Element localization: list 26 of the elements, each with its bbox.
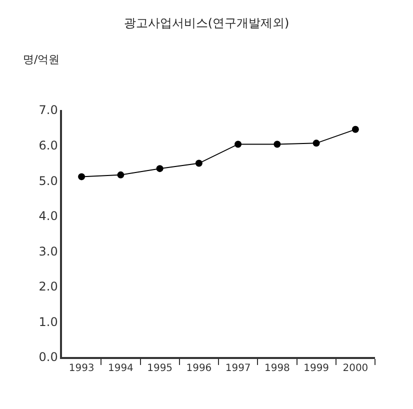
point [117,171,124,178]
x-tick-label: 1993 [68,362,94,374]
point [156,165,164,172]
y-tick-label: 6.0 [38,138,58,152]
point [312,140,320,147]
y-tick-label: 0.0 [38,350,58,364]
point [78,173,86,180]
y-tick-label: 5.0 [38,174,58,188]
x-tick-label: 1997 [225,362,251,374]
y-tick-label: 4.0 [38,209,58,224]
y-tick-label: 3.0 [38,244,58,258]
x-tick-label: 1996 [186,362,212,374]
chart-title: 광고사업서비스(연구개발제외) [124,16,290,30]
y-tick-label: 7.0 [38,103,58,118]
point [352,126,359,133]
point [195,160,202,167]
x-tick-label: 2000 [342,362,368,374]
x-tick-label: 1994 [108,362,134,374]
point [234,140,242,148]
x-tick-label: 1999 [304,362,330,374]
y-tick-label: 2.0 [38,280,58,294]
x-tick-label: 1995 [147,362,173,374]
point [274,140,281,148]
x-tick-label: 1998 [264,362,290,374]
y-axis-title: 명/억원 [23,53,60,66]
y-tick-label: 1.0 [38,314,58,329]
